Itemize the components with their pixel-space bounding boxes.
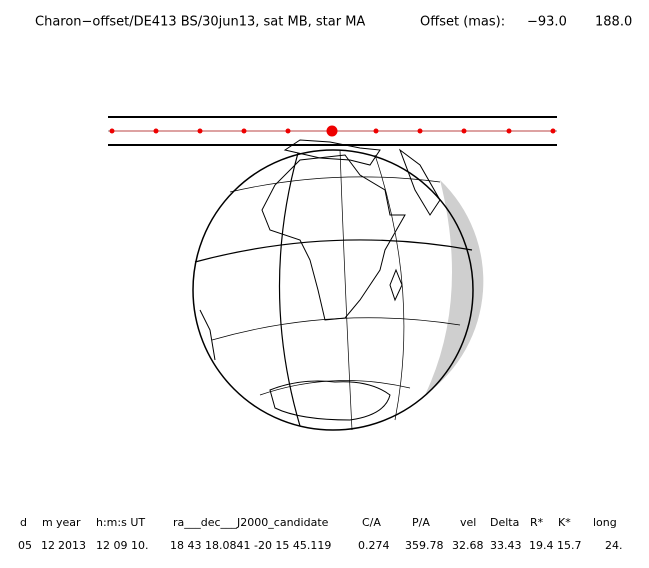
column-header: R* <box>530 516 544 529</box>
night-shade <box>425 180 484 395</box>
time-dot <box>550 128 556 134</box>
title: Charon−offset/DE413 BS/30jun13, sat MB, … <box>35 15 365 30</box>
column-header: Delta <box>490 516 519 529</box>
column-header: m <box>42 516 53 529</box>
event-table: d m year h:m:s UT ra___dec___J2000_candidate… <box>18 516 623 552</box>
continent-africa <box>261 154 406 321</box>
table-cell: 05 <box>18 539 32 552</box>
time-dot <box>109 128 115 134</box>
closest-approach <box>326 125 338 137</box>
table-cell: 15.7 <box>557 539 582 552</box>
column-header: vel <box>460 516 476 529</box>
table-cell: 33.43 <box>490 539 522 552</box>
table-cell: 0.274 <box>358 539 390 552</box>
globe <box>192 139 484 431</box>
column-header: C/A <box>362 516 381 529</box>
column-header: P/A <box>412 516 430 529</box>
madagascar <box>389 268 403 302</box>
column-header: d <box>20 516 27 529</box>
time-dot <box>197 128 203 134</box>
time-dot <box>241 128 247 134</box>
table-cell: 2013 <box>58 539 86 552</box>
offset-value: 188.0 <box>595 15 632 30</box>
equator <box>194 239 473 263</box>
time-dot <box>506 128 512 134</box>
continent-europe <box>283 139 381 166</box>
coastline <box>199 309 216 361</box>
globe-outline <box>192 149 474 431</box>
column-header: year <box>56 516 81 529</box>
time-dot <box>373 128 379 134</box>
meridian <box>374 154 405 421</box>
table-cell: 19.4 <box>529 539 554 552</box>
table-cell: 359.78 <box>405 539 444 552</box>
time-dot <box>461 128 467 134</box>
time-dot <box>153 128 159 134</box>
column-header: h:m:s UT <box>96 516 145 529</box>
shadow-path <box>108 116 557 146</box>
column-header: K* <box>558 516 571 529</box>
meridian <box>339 149 353 431</box>
latitude-line <box>229 176 441 193</box>
time-dots <box>109 125 556 137</box>
offset-value: −93.0 <box>527 15 567 30</box>
time-dot <box>285 128 291 134</box>
meridian <box>278 152 301 427</box>
table-cell: 24. <box>605 539 623 552</box>
continent-antarctica <box>269 380 391 421</box>
table-cell: 12 <box>41 539 55 552</box>
table-cell: 18 43 18.0841 -20 15 45.119 <box>170 539 331 552</box>
column-header: long <box>593 516 617 529</box>
latitude-line <box>259 380 411 396</box>
offset-label: Offset (mas): <box>420 15 505 30</box>
time-dot <box>417 128 423 134</box>
continent-asia <box>398 148 441 216</box>
table-cell: 12 09 10. <box>96 539 148 552</box>
table-cell: 32.68 <box>452 539 484 552</box>
column-header: ra___dec___J2000_candidate <box>173 516 329 529</box>
